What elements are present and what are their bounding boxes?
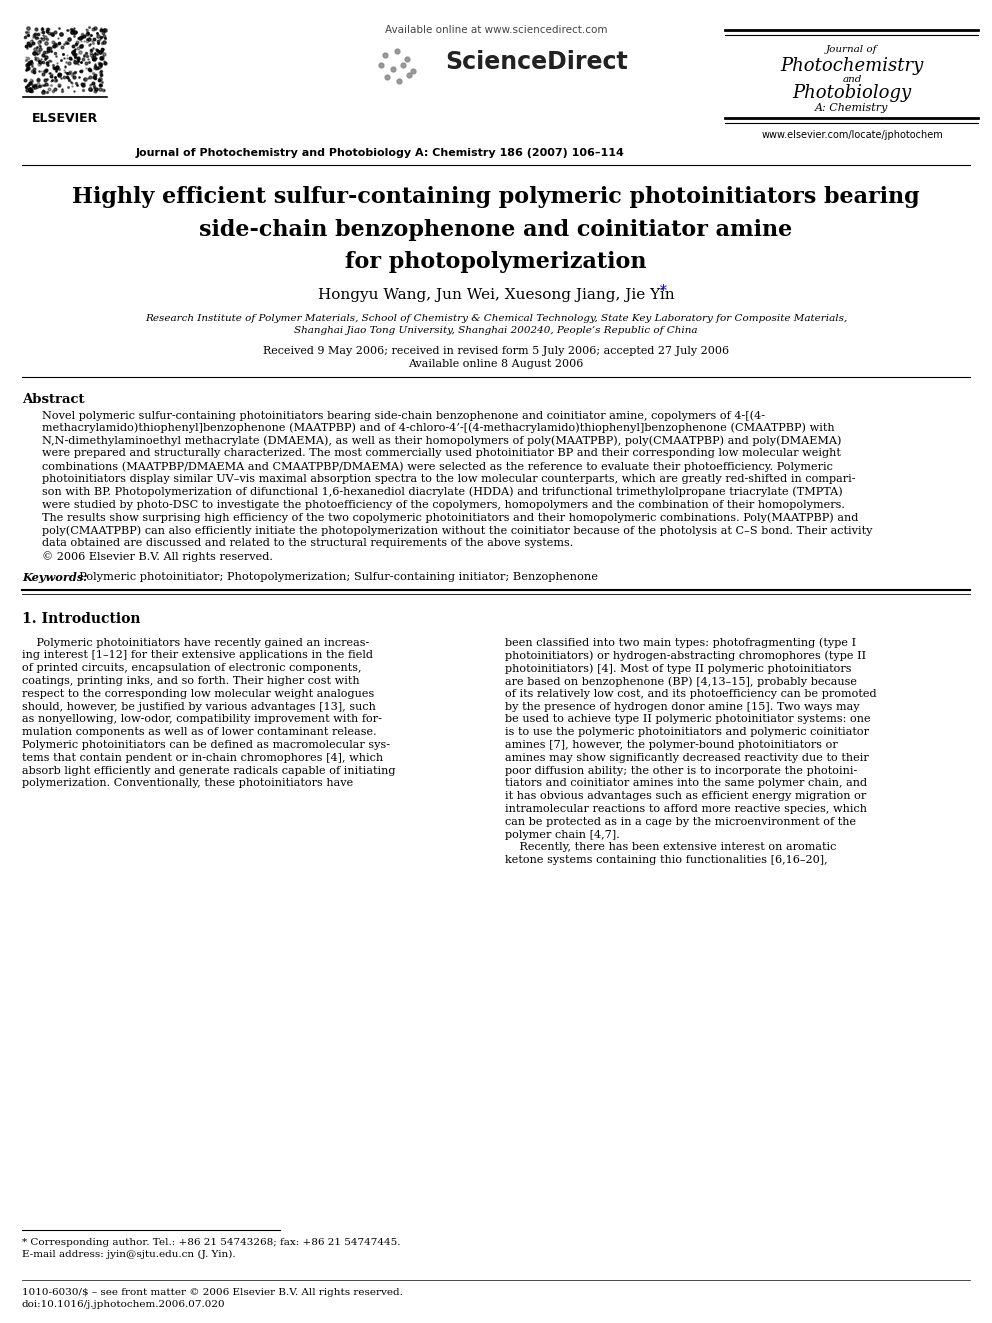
Text: methacrylamido)thiophenyl]benzophenone (MAATPBP) and of 4-chloro-4’-[(4-methacry: methacrylamido)thiophenyl]benzophenone (… (42, 423, 834, 434)
Text: ketone systems containing thio functionalities [6,16–20],: ketone systems containing thio functiona… (505, 855, 827, 865)
Text: were prepared and structurally characterized. The most commercially used photoin: were prepared and structurally character… (42, 448, 841, 458)
Text: intramolecular reactions to afford more reactive species, which: intramolecular reactions to afford more … (505, 804, 867, 814)
Text: Novel polymeric sulfur-containing photoinitiators bearing side-chain benzophenon: Novel polymeric sulfur-containing photoi… (42, 410, 765, 421)
Text: * Corresponding author. Tel.: +86 21 54743268; fax: +86 21 54747445.: * Corresponding author. Tel.: +86 21 547… (22, 1238, 401, 1248)
Text: ELSEVIER: ELSEVIER (32, 112, 98, 124)
Text: www.elsevier.com/locate/jphotochem: www.elsevier.com/locate/jphotochem (761, 130, 942, 140)
Text: amines [7], however, the polymer-bound photoinitiators or: amines [7], however, the polymer-bound p… (505, 740, 838, 750)
Text: son with BP. Photopolymerization of difunctional 1,6-hexanediol diacrylate (HDDA: son with BP. Photopolymerization of difu… (42, 487, 843, 497)
Text: Polymeric photoinitiators have recently gained an increas-: Polymeric photoinitiators have recently … (22, 638, 369, 647)
Text: photoinitiators display similar UV–vis maximal absorption spectra to the low mol: photoinitiators display similar UV–vis m… (42, 474, 855, 484)
Text: of printed circuits, encapsulation of electronic components,: of printed circuits, encapsulation of el… (22, 663, 361, 673)
Text: 1010-6030/$ – see front matter © 2006 Elsevier B.V. All rights reserved.: 1010-6030/$ – see front matter © 2006 El… (22, 1289, 403, 1297)
Text: Available online at www.sciencedirect.com: Available online at www.sciencedirect.co… (385, 25, 607, 34)
Text: respect to the corresponding low molecular weight analogues: respect to the corresponding low molecul… (22, 689, 374, 699)
Text: Shanghai Jiao Tong University, Shanghai 200240, People’s Republic of China: Shanghai Jiao Tong University, Shanghai … (295, 325, 697, 335)
Text: be used to achieve type II polymeric photoinitiator systems: one: be used to achieve type II polymeric pho… (505, 714, 871, 725)
Text: combinations (MAATPBP/DMAEMA and CMAATPBP/DMAEMA) were selected as the reference: combinations (MAATPBP/DMAEMA and CMAATPB… (42, 462, 833, 472)
Text: The results show surprising high efficiency of the two copolymeric photoinitiato: The results show surprising high efficie… (42, 512, 858, 523)
Text: N,N-dimethylaminoethyl methacrylate (DMAEMA), as well as their homopolymers of p: N,N-dimethylaminoethyl methacrylate (DMA… (42, 435, 841, 446)
Text: photoinitiators) [4]. Most of type II polymeric photoinitiators: photoinitiators) [4]. Most of type II po… (505, 663, 851, 673)
Text: E-mail address: jyin@sjtu.edu.cn (J. Yin).: E-mail address: jyin@sjtu.edu.cn (J. Yin… (22, 1250, 236, 1259)
Text: polymer chain [4,7].: polymer chain [4,7]. (505, 830, 620, 840)
Text: Keywords:: Keywords: (22, 572, 87, 582)
Text: tiators and coinitiator amines into the same polymer chain, and: tiators and coinitiator amines into the … (505, 778, 867, 789)
Text: and: and (842, 75, 862, 83)
Text: been classified into two main types: photofragmenting (type I: been classified into two main types: pho… (505, 638, 856, 648)
Text: tems that contain pendent or in-chain chromophores [4], which: tems that contain pendent or in-chain ch… (22, 753, 383, 763)
Text: are based on benzophenone (BP) [4,13–15], probably because: are based on benzophenone (BP) [4,13–15]… (505, 676, 857, 687)
Text: photoinitiators) or hydrogen-abstracting chromophores (type II: photoinitiators) or hydrogen-abstracting… (505, 651, 866, 662)
Text: © 2006 Elsevier B.V. All rights reserved.: © 2006 Elsevier B.V. All rights reserved… (42, 550, 273, 561)
Text: *: * (660, 284, 667, 298)
Text: for photopolymerization: for photopolymerization (345, 251, 647, 273)
Text: of its relatively low cost, and its photoefficiency can be promoted: of its relatively low cost, and its phot… (505, 689, 877, 699)
Text: Abstract: Abstract (22, 393, 84, 406)
Text: side-chain benzophenone and coinitiator amine: side-chain benzophenone and coinitiator … (199, 220, 793, 241)
Text: Hongyu Wang, Jun Wei, Xuesong Jiang, Jie Yin: Hongyu Wang, Jun Wei, Xuesong Jiang, Jie… (317, 288, 675, 302)
Text: Polymeric photoinitiator; Photopolymerization; Sulfur-containing initiator; Benz: Polymeric photoinitiator; Photopolymeriz… (72, 572, 598, 582)
Text: amines may show significantly decreased reactivity due to their: amines may show significantly decreased … (505, 753, 869, 763)
Text: Research Institute of Polymer Materials, School of Chemistry & Chemical Technolo: Research Institute of Polymer Materials,… (145, 314, 847, 323)
Text: 1. Introduction: 1. Introduction (22, 611, 141, 626)
Text: ScienceDirect: ScienceDirect (445, 50, 628, 74)
Text: Polymeric photoinitiators can be defined as macromolecular sys-: Polymeric photoinitiators can be defined… (22, 740, 390, 750)
Text: A: Chemistry: A: Chemistry (815, 103, 889, 112)
Text: Journal of: Journal of (826, 45, 878, 54)
Text: were studied by photo-DSC to investigate the photoefficiency of the copolymers, : were studied by photo-DSC to investigate… (42, 500, 845, 509)
Text: Photochemistry: Photochemistry (781, 57, 924, 75)
Text: Recently, there has been extensive interest on aromatic: Recently, there has been extensive inter… (505, 843, 836, 852)
Text: should, however, be justified by various advantages [13], such: should, however, be justified by various… (22, 701, 376, 712)
Text: by the presence of hydrogen donor amine [15]. Two ways may: by the presence of hydrogen donor amine … (505, 701, 860, 712)
Text: Available online 8 August 2006: Available online 8 August 2006 (409, 359, 583, 369)
Text: mulation components as well as of lower contaminant release.: mulation components as well as of lower … (22, 728, 377, 737)
Text: poly(CMAATPBP) can also efficiently initiate the photopolymerization without the: poly(CMAATPBP) can also efficiently init… (42, 525, 873, 536)
Text: absorb light efficiently and generate radicals capable of initiating: absorb light efficiently and generate ra… (22, 766, 396, 775)
Text: can be protected as in a cage by the microenvironment of the: can be protected as in a cage by the mic… (505, 816, 856, 827)
Text: Journal of Photochemistry and Photobiology A: Chemistry 186 (2007) 106–114: Journal of Photochemistry and Photobiolo… (136, 148, 624, 157)
Text: Received 9 May 2006; received in revised form 5 July 2006; accepted 27 July 2006: Received 9 May 2006; received in revised… (263, 347, 729, 356)
Text: it has obvious advantages such as efficient energy migration or: it has obvious advantages such as effici… (505, 791, 866, 802)
Text: polymerization. Conventionally, these photoinitiators have: polymerization. Conventionally, these ph… (22, 778, 353, 789)
Text: is to use the polymeric photoinitiators and polymeric coinitiator: is to use the polymeric photoinitiators … (505, 728, 869, 737)
Text: data obtained are discussed and related to the structural requirements of the ab: data obtained are discussed and related … (42, 538, 573, 548)
Text: ing interest [1–12] for their extensive applications in the field: ing interest [1–12] for their extensive … (22, 651, 373, 660)
Text: as nonyellowing, low-odor, compatibility improvement with for-: as nonyellowing, low-odor, compatibility… (22, 714, 382, 725)
Text: Photobiology: Photobiology (793, 83, 912, 102)
Text: doi:10.1016/j.jphotochem.2006.07.020: doi:10.1016/j.jphotochem.2006.07.020 (22, 1301, 225, 1308)
Text: Highly efficient sulfur-containing polymeric photoinitiators bearing: Highly efficient sulfur-containing polym… (72, 187, 920, 208)
Text: poor diffusion ability; the other is to incorporate the photoini-: poor diffusion ability; the other is to … (505, 766, 857, 775)
Text: coatings, printing inks, and so forth. Their higher cost with: coatings, printing inks, and so forth. T… (22, 676, 360, 687)
